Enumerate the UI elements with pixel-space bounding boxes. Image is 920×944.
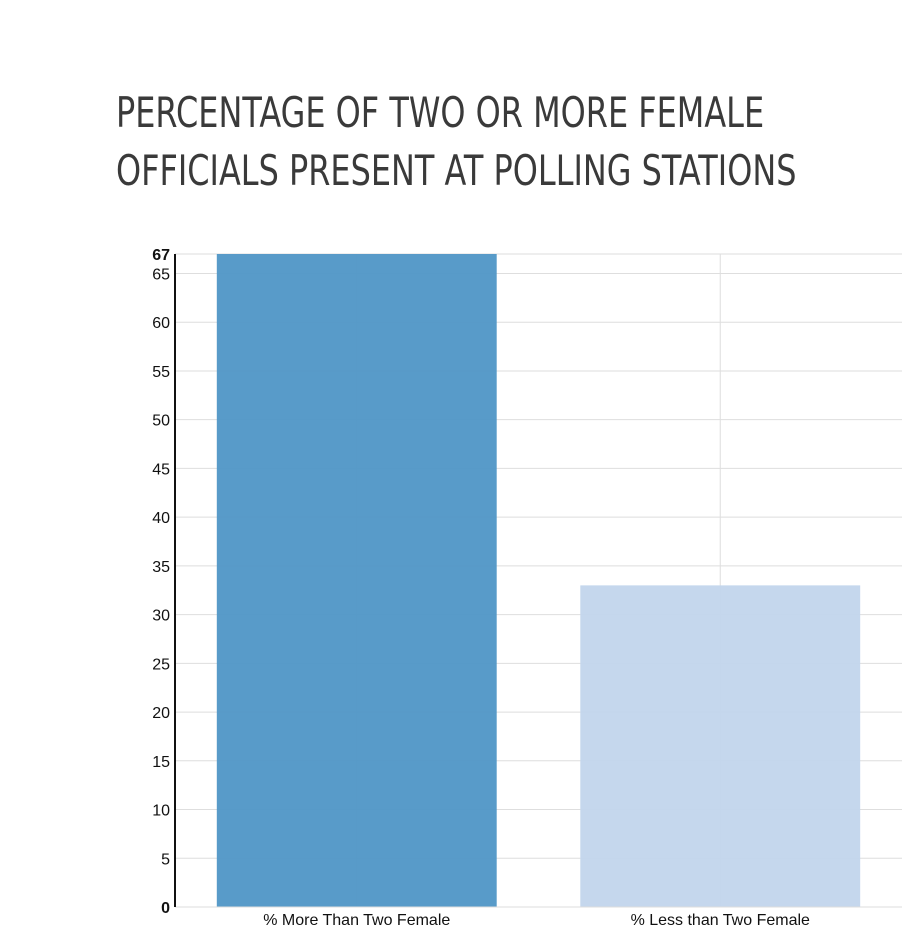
y-tick-label-20: 20 bbox=[152, 705, 170, 722]
bar-0 bbox=[216, 254, 497, 907]
x-category-label-1: % Less than Two Female bbox=[631, 912, 810, 929]
y-tick-label-60: 60 bbox=[152, 315, 170, 332]
y-tick-label-10: 10 bbox=[152, 803, 170, 820]
y-tick-label-15: 15 bbox=[152, 754, 170, 771]
y-tick-label-5: 5 bbox=[161, 851, 170, 868]
y-tick-label-45: 45 bbox=[152, 461, 170, 478]
y-tick-label-35: 35 bbox=[152, 559, 170, 576]
y-tick-label-65: 65 bbox=[152, 266, 170, 283]
chart-title-line-2: OFFICIALS PRESENT AT POLLING STATIONS bbox=[116, 146, 797, 195]
chart-title-line-1: PERCENTAGE OF TWO OR MORE FEMALE bbox=[116, 88, 765, 137]
bar-1 bbox=[580, 585, 861, 907]
y-tick-label-50: 50 bbox=[152, 413, 170, 430]
x-category-label-0: % More Than Two Female bbox=[263, 912, 450, 929]
y-tick-label-0: 0 bbox=[161, 900, 170, 917]
y-tick-label-25: 25 bbox=[152, 656, 170, 673]
y-tick-label-55: 55 bbox=[152, 364, 170, 381]
y-tick-label-40: 40 bbox=[152, 510, 170, 527]
chart-title: PERCENTAGE OF TWO OR MORE FEMALE OFFICIA… bbox=[116, 84, 896, 200]
y-tick-label-67: 67 bbox=[152, 247, 170, 264]
y-tick-label-30: 30 bbox=[152, 608, 170, 625]
